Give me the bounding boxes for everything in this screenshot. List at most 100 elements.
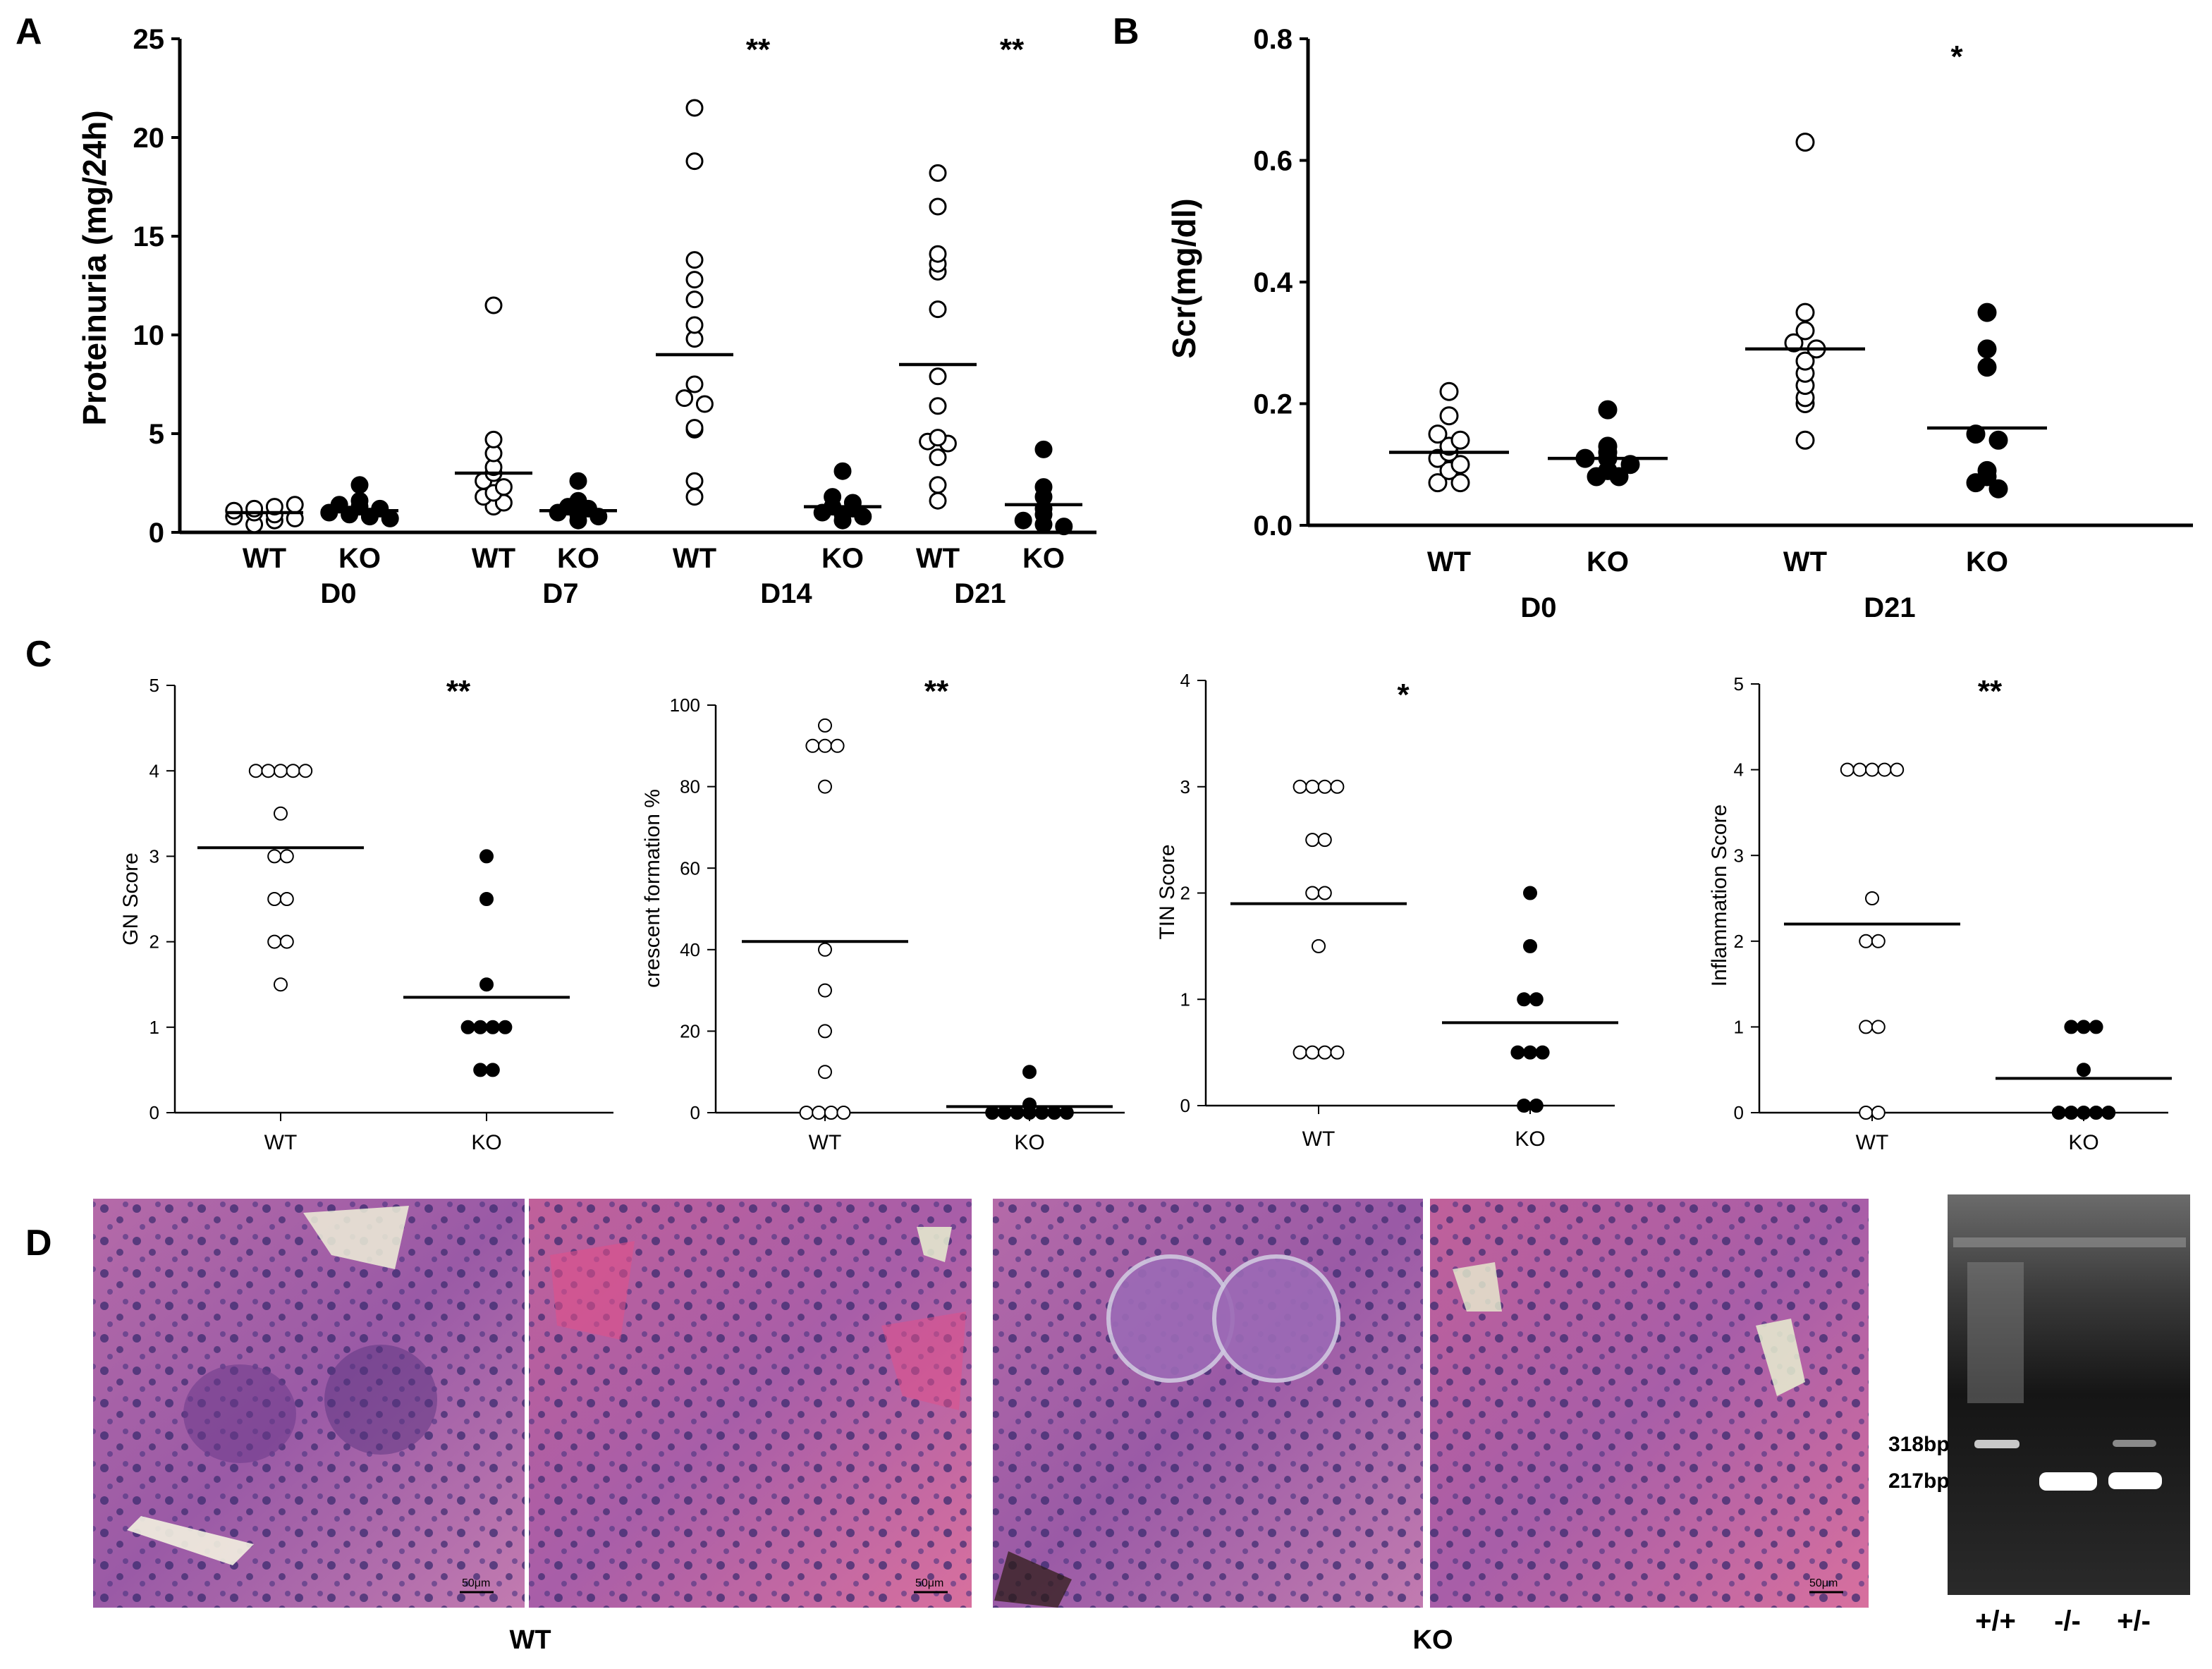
data-point <box>498 1020 513 1034</box>
data-point <box>1317 833 1332 848</box>
data-point <box>1034 1106 1049 1120</box>
data-point <box>473 1020 488 1034</box>
data-point <box>261 764 276 778</box>
data-point <box>929 397 947 415</box>
data-point <box>1305 833 1320 848</box>
data-point <box>1852 762 1867 777</box>
data-point <box>818 718 832 733</box>
data-point <box>1330 1045 1345 1060</box>
data-point <box>1517 992 1532 1007</box>
data-point <box>2101 1106 2116 1120</box>
data-point <box>1795 302 1815 322</box>
data-point <box>279 934 294 949</box>
panel-letter-a: A <box>16 11 42 52</box>
significance-marker: ** <box>746 32 771 67</box>
y-tick-label: 0.8 <box>1253 24 1293 55</box>
data-point <box>350 491 369 510</box>
data-point <box>929 300 947 319</box>
x-tick-label: WT <box>673 543 716 574</box>
data-point <box>1795 351 1815 371</box>
significance-marker: ** <box>446 674 471 709</box>
data-point <box>929 491 947 510</box>
y-axis-label: crescent formation % <box>641 789 664 988</box>
data-point <box>1865 762 1879 777</box>
y-axis-label: GN Score <box>119 852 142 946</box>
data-point <box>371 499 389 518</box>
x-tick-label: WT <box>809 1131 842 1154</box>
data-point <box>2077 1106 2091 1120</box>
data-point <box>929 197 947 216</box>
y-axis-label: Scr(mg/dl) <box>1166 198 1202 358</box>
data-point <box>274 764 288 778</box>
data-point <box>1977 302 1997 322</box>
gel-band-217-lane3 <box>2108 1472 2162 1489</box>
x-tick-label: WT <box>264 1131 298 1154</box>
gel-band-318-lane1 <box>1974 1440 2019 1448</box>
data-point <box>1977 357 1997 377</box>
data-point <box>1055 518 1073 536</box>
data-point <box>1059 1106 1074 1120</box>
y-tick-label: 4 <box>1734 759 1744 781</box>
data-point <box>267 849 282 864</box>
data-point <box>1305 779 1320 794</box>
data-point <box>1529 1099 1544 1113</box>
data-point <box>685 291 704 309</box>
data-point <box>1450 473 1470 493</box>
x-tick-label: WT <box>1783 546 1827 577</box>
y-tick-label: 5 <box>149 675 159 696</box>
data-point <box>485 1063 500 1077</box>
data-point <box>1598 400 1618 420</box>
gel-band-label-217: 217bp <box>1888 1469 1950 1493</box>
x-tick-label: KO <box>1587 546 1629 577</box>
data-point <box>1529 992 1544 1007</box>
data-point <box>799 1106 814 1120</box>
y-tick-label: 0.4 <box>1253 267 1293 298</box>
data-point <box>1047 1106 1062 1120</box>
y-tick-label: 100 <box>670 695 700 716</box>
x-tick-label: KO <box>821 543 864 574</box>
data-point <box>1305 1045 1320 1060</box>
data-point <box>685 472 704 490</box>
data-point <box>1871 1106 1886 1120</box>
y-tick-label: 3 <box>1180 776 1190 797</box>
data-point <box>1988 430 2008 450</box>
data-point <box>812 1106 826 1120</box>
scale-bar-label-2: 50μm <box>915 1577 943 1589</box>
data-point <box>274 977 288 992</box>
data-point <box>2064 1020 2079 1034</box>
data-point <box>2077 1020 2091 1034</box>
day-label: D0 <box>1520 592 1556 623</box>
y-tick-label: 0.0 <box>1253 511 1293 542</box>
data-point <box>2051 1106 2066 1120</box>
data-point <box>1034 478 1053 496</box>
data-point <box>818 983 832 998</box>
day-label: D7 <box>542 578 578 609</box>
data-point <box>279 892 294 906</box>
y-tick-label: 60 <box>680 857 700 879</box>
y-axis-label: Proteinuria (mg/24h) <box>76 110 113 425</box>
data-point <box>569 491 587 510</box>
data-point <box>485 1020 500 1034</box>
data-point <box>1620 455 1640 475</box>
data-point <box>929 245 947 263</box>
data-point <box>929 164 947 182</box>
gel-band-217-lane2 <box>2039 1472 2097 1491</box>
data-point <box>1977 460 1997 480</box>
y-tick-label: 15 <box>133 221 165 252</box>
data-point <box>1312 939 1326 953</box>
data-point <box>1428 473 1448 493</box>
histology-ko-label: KO <box>1413 1625 1453 1655</box>
x-tick-label: KO <box>1966 546 2008 577</box>
y-axis-label: TIN Score <box>1156 844 1179 939</box>
panel-letter-c: C <box>25 634 52 675</box>
data-point <box>818 779 832 794</box>
data-point <box>824 1106 838 1120</box>
histology-wt-label: WT <box>509 1625 551 1655</box>
data-point <box>484 296 503 314</box>
data-point <box>1795 321 1815 341</box>
x-tick-label: WT <box>243 543 286 574</box>
data-point <box>1034 440 1053 458</box>
data-point <box>929 429 947 447</box>
data-point <box>1795 133 1815 152</box>
